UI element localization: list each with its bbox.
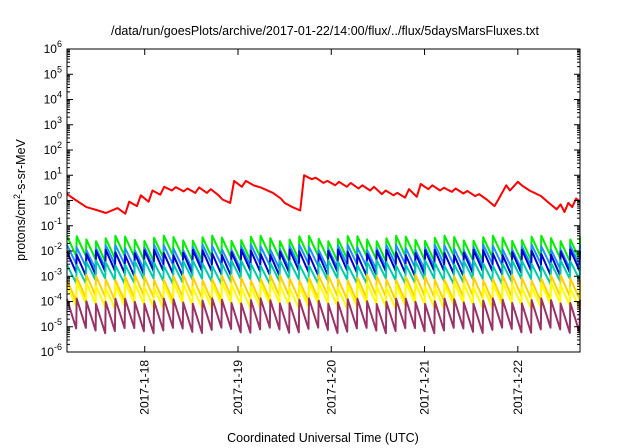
y-tick-label: 105 — [44, 64, 62, 81]
y-axis-ticks: 10-610-510-410-310-210-11001011021031041… — [41, 39, 580, 359]
y-axis-label: protons/cm2-s-sr-MeV — [12, 138, 28, 260]
y-tick-base: 10 — [41, 219, 55, 233]
y-tick-label: 10-4 — [41, 292, 62, 309]
y-tick-label: 104 — [44, 90, 62, 107]
x-axis-label: Coordinated Universal Time (UTC) — [227, 431, 419, 445]
x-tick-label: 2017-1-22 — [511, 360, 525, 415]
y-tick-label: 102 — [44, 140, 62, 157]
y-tick-label: 10-6 — [41, 342, 62, 359]
y-tick-label: 10-1 — [41, 216, 62, 233]
x-axis-ticks: 2017-1-18 2017-1-19 2017-1-20 2017-1-21 2017… — [138, 49, 525, 415]
y-tick-exponent: 0 — [57, 191, 62, 201]
y-tick-exponent: 2 — [57, 140, 62, 150]
y-tick-exponent: 3 — [57, 115, 62, 125]
y-tick-exponent: 1 — [57, 165, 62, 175]
y-tick-label: 101 — [44, 165, 62, 182]
y-tick-label: 100 — [44, 191, 62, 208]
y-tick-exponent: -2 — [54, 241, 62, 251]
y-tick-base: 10 — [44, 42, 58, 56]
series-line-7 — [66, 297, 581, 335]
series-line-0 — [66, 174, 581, 215]
y-tick-base: 10 — [44, 118, 58, 132]
y-tick-exponent: 5 — [57, 64, 62, 74]
plot-area — [66, 48, 581, 353]
y-tick-label: 106 — [44, 39, 62, 56]
y-tick-base: 10 — [41, 295, 55, 309]
y-axis-label-part1: protons/cm — [14, 199, 28, 261]
y-tick-label: 10-5 — [41, 317, 62, 334]
y-tick-exponent: -4 — [54, 292, 62, 302]
y-tick-exponent: -1 — [54, 216, 62, 226]
y-tick-base: 10 — [44, 143, 58, 157]
y-tick-exponent: 6 — [57, 39, 62, 49]
y-tick-exponent: -6 — [54, 342, 62, 352]
y-tick-label: 103 — [44, 115, 62, 132]
y-tick-exponent: -3 — [54, 266, 62, 276]
y-tick-base: 10 — [44, 93, 58, 107]
y-tick-base: 10 — [44, 194, 58, 208]
x-tick-label: 2017-1-18 — [138, 360, 152, 415]
y-tick-base: 10 — [41, 345, 55, 359]
y-tick-base: 10 — [44, 67, 58, 81]
x-tick-label: 2017-1-20 — [324, 360, 338, 415]
y-tick-base: 10 — [41, 269, 55, 283]
x-tick-label: 2017-1-19 — [231, 360, 245, 415]
y-tick-label: 10-2 — [41, 241, 62, 258]
y-axis-label-part2: -s-sr-MeV — [14, 138, 28, 194]
y-axis-label-superscript: 2 — [12, 194, 22, 199]
y-tick-exponent: -5 — [54, 317, 62, 327]
y-tick-base: 10 — [44, 168, 58, 182]
y-tick-exponent: 4 — [57, 90, 62, 100]
y-tick-base: 10 — [41, 320, 55, 334]
series-layer — [66, 174, 581, 335]
y-tick-label: 10-3 — [41, 266, 62, 283]
y-tick-base: 10 — [41, 244, 55, 258]
chart-title: /data/run/goesPlots/archive/2017-01-22/1… — [111, 24, 540, 38]
x-tick-label: 2017-1-21 — [418, 360, 432, 415]
